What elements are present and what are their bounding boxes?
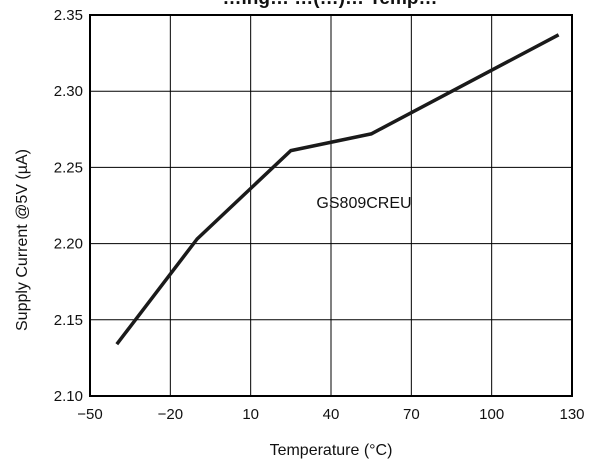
x-axis-label: Temperature (°C) — [270, 442, 393, 459]
y-tick-label: 2.30 — [54, 83, 83, 100]
y-tick-label: 2.10 — [54, 388, 83, 405]
plot-area — [115, 33, 560, 346]
x-tick-label: 130 — [559, 406, 584, 423]
x-tick-label: 70 — [403, 406, 420, 423]
x-tick-label: −50 — [77, 406, 102, 423]
x-tick-label: 100 — [479, 406, 504, 423]
series-line — [115, 33, 560, 346]
chart-title: …ing… …(…)… Temp… — [223, 0, 438, 9]
x-tick-label: 40 — [323, 406, 340, 423]
x-tick-label: −20 — [158, 406, 183, 423]
y-tick-label: 2.20 — [54, 236, 83, 253]
y-tick-labels: 2.10 2.15 2.20 2.25 2.30 2.35 — [54, 7, 83, 405]
y-tick-label: 2.15 — [54, 312, 83, 329]
x-tick-labels: −50 −20 10 40 70 100 130 — [77, 406, 584, 423]
y-axis-label: Supply Current @5V (µA) — [14, 149, 31, 331]
series-annotation: GS809CREU — [316, 195, 411, 212]
x-tick-label: 10 — [242, 406, 259, 423]
grid — [89, 14, 573, 397]
y-tick-label: 2.25 — [54, 159, 83, 176]
plot-frame — [89, 14, 573, 397]
y-tick-label: 2.35 — [54, 7, 83, 24]
